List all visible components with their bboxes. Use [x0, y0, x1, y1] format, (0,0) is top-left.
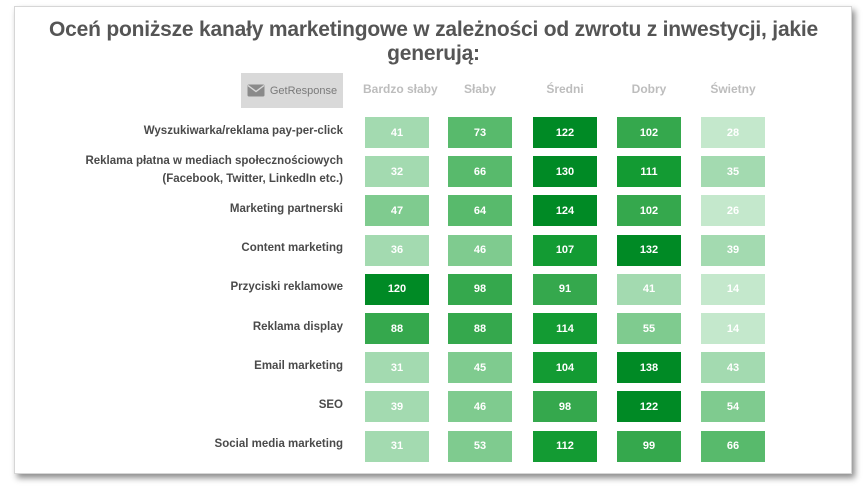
- row-label-line: (Facebook, Twitter, LinkedIn etc.): [162, 172, 343, 185]
- heatmap-cell: 130: [533, 156, 597, 188]
- row-label-line: Content marketing: [241, 242, 343, 255]
- logo-text: GetResponse: [269, 84, 338, 97]
- heatmap-cell: 122: [533, 117, 597, 148]
- column-header: Bardzo słaby: [363, 82, 438, 96]
- heatmap-cell: 111: [617, 156, 681, 188]
- heatmap-cell: 26: [701, 195, 765, 227]
- row-label: Wyszukiwarka/reklama pay-per-click: [144, 122, 343, 140]
- heatmap-cell: 114: [533, 313, 597, 344]
- heatmap-cell: 47: [365, 195, 429, 227]
- heatmap-cell: 91: [533, 273, 597, 305]
- heatmap-cell: 88: [448, 313, 512, 344]
- row-label: Email marketing: [254, 357, 343, 375]
- column-header: Dobry: [631, 82, 667, 96]
- heatmap-cell: 41: [365, 117, 429, 148]
- row-label-line: Reklama płatna w mediach społecznościowy…: [85, 154, 343, 167]
- row-label: Reklama płatna w mediach społecznościowy…: [85, 152, 343, 188]
- heatmap-cell: 112: [533, 430, 597, 462]
- envelope-icon: [247, 84, 265, 97]
- row-label: Reklama display: [253, 318, 343, 336]
- row-label-line: Wyszukiwarka/reklama pay-per-click: [143, 124, 343, 137]
- row-label-line: Email marketing: [254, 359, 343, 372]
- heatmap-cell: 98: [448, 273, 512, 305]
- heatmap-cell: 64: [448, 195, 512, 227]
- heatmap-cell: 43: [701, 352, 765, 384]
- heatmap-cell: 31: [365, 430, 429, 462]
- heatmap-cell: 46: [448, 234, 512, 266]
- heatmap-cell: 39: [701, 234, 765, 266]
- heatmap-cell: 14: [701, 313, 765, 344]
- column-header: Średni: [546, 82, 584, 96]
- row-label: Social media marketing: [215, 435, 343, 453]
- chart-title: Oceń poniższe kanały marketingowe w zale…: [48, 18, 819, 65]
- row-label-line: SEO: [318, 398, 343, 411]
- heatmap-cell: 32: [365, 156, 429, 188]
- heatmap-cell: 54: [701, 391, 765, 423]
- heatmap-cell: 35: [701, 156, 765, 188]
- column-header: Świetny: [710, 82, 756, 96]
- heatmap-cell: 104: [533, 352, 597, 384]
- heatmap-cell: 107: [533, 234, 597, 266]
- getresponse-logo: GetResponse: [241, 73, 343, 108]
- heatmap-cell: 124: [533, 195, 597, 227]
- row-label-line: Reklama display: [252, 320, 343, 333]
- heatmap-cell: 39: [365, 391, 429, 423]
- heatmap-cell: 55: [617, 313, 681, 344]
- heatmap-cell: 88: [365, 313, 429, 344]
- heatmap-cell: 102: [617, 117, 681, 148]
- row-label: SEO: [319, 396, 343, 414]
- column-header: Słaby: [463, 82, 496, 96]
- heatmap-cell: 122: [617, 391, 681, 423]
- row-label-line: Marketing partnerski: [229, 202, 343, 215]
- heatmap-cell: 46: [448, 391, 512, 423]
- heatmap-cell: 14: [701, 273, 765, 305]
- heatmap-cell: 53: [448, 430, 512, 462]
- heatmap-cell: 73: [448, 117, 512, 148]
- heatmap-cell: 31: [365, 352, 429, 384]
- row-label: Content marketing: [241, 239, 343, 257]
- heatmap-cell: 66: [701, 430, 765, 462]
- heatmap-cell: 98: [533, 391, 597, 423]
- heatmap-cell: 102: [617, 195, 681, 227]
- heatmap-cell: 138: [617, 352, 681, 384]
- row-label-line: Social media marketing: [214, 438, 343, 451]
- heatmap-cell: 66: [448, 156, 512, 188]
- row-label-line: Przyciski reklamowe: [230, 281, 343, 294]
- row-label: Marketing partnerski: [230, 200, 343, 218]
- heatmap-cell: 45: [448, 352, 512, 384]
- row-label: Przyciski reklamowe: [230, 278, 343, 296]
- heatmap-cell: 120: [365, 273, 429, 305]
- heatmap-cell: 36: [365, 234, 429, 266]
- heatmap-cell: 99: [617, 430, 681, 462]
- heatmap-cell: 41: [617, 273, 681, 305]
- heatmap-cell: 28: [701, 117, 765, 148]
- heatmap-cell: 132: [617, 234, 681, 266]
